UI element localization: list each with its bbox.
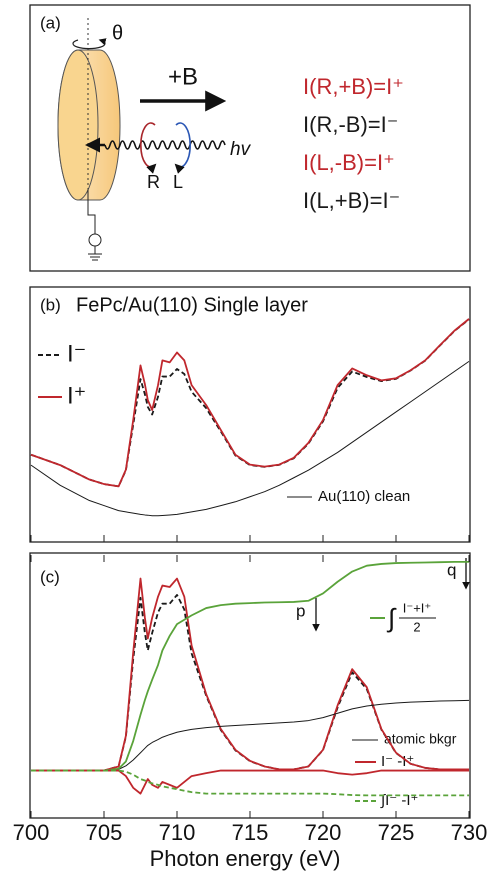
chart-title: FePc/Au(110) Single layer [76,294,308,316]
marker-label: p [296,601,305,620]
legend-label: I⁻ [67,340,86,367]
series-line [31,699,470,772]
equation: I(R,+B)=I⁺ [303,74,404,99]
panel-a-frame [29,4,471,272]
series-line [30,360,470,517]
panel-label: (b) [40,295,61,314]
series-line [30,318,470,488]
equation: I(L,+B)=I⁻ [303,188,400,213]
panel-label: (a) [40,13,61,32]
x-tick-label: 730 [451,820,488,845]
x-tick-label: 700 [13,820,50,845]
left-label: L [173,172,183,192]
x-tick-label: 705 [86,820,123,845]
x-axis-label: Photon energy (eV) [150,846,341,871]
equation: I(L,-B)=I⁺ [303,150,395,175]
integral-sign: ∫ [386,603,397,633]
field-label: +B [168,63,198,90]
x-tick-label: 720 [305,820,342,845]
photon-label: hv [230,139,252,160]
legend-label: I⁺ [67,382,86,409]
rotation-arrow [72,38,107,50]
marker-label: q [447,560,456,579]
series-line [31,769,469,795]
series-line [31,560,469,772]
angle-label: θ [112,22,123,44]
series-line [31,577,469,772]
equation: I(R,-B)=I⁻ [303,112,398,137]
photon-wave [104,140,226,150]
left-circular [174,122,191,174]
fraction-numerator: I⁻+I⁺ [403,600,432,615]
x-tick-label: 725 [378,820,415,845]
panel-label: (c) [40,567,60,586]
right-circular [140,122,157,174]
ammeter [87,190,102,261]
right-label: R [147,172,160,192]
fraction-denominator: 2 [413,619,420,634]
sample-disk [57,49,121,201]
x-tick-label: 710 [159,820,196,845]
legend-label: I⁻ -I⁺ [381,753,414,770]
legend-label: atomic bkgr [384,731,457,747]
panel-c-frame [29,552,471,819]
series-line [30,318,470,488]
x-tick-label: 715 [232,820,269,845]
series-line [31,769,469,797]
annotation: Au(110) clean [318,488,410,505]
